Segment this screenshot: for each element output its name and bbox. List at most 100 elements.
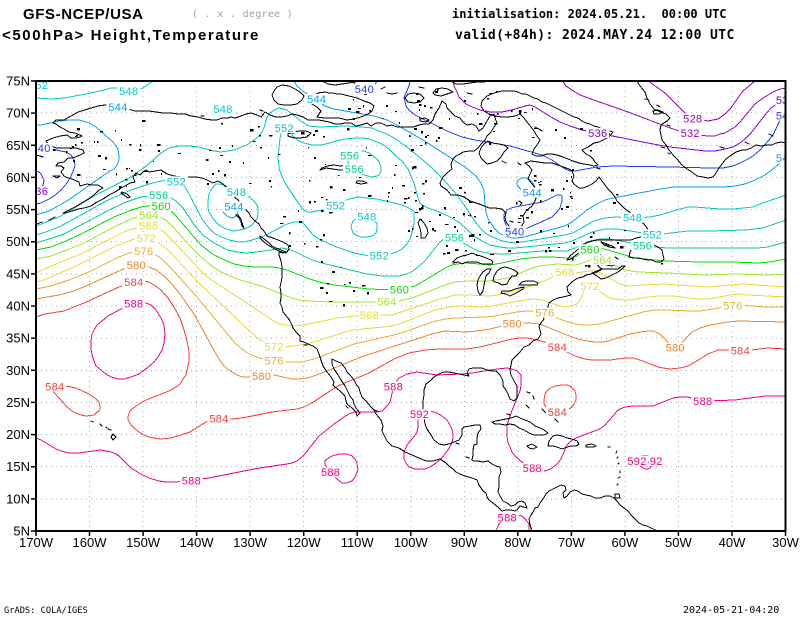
contour-label-text: 544 (224, 202, 243, 214)
contour-label: 564 (137, 210, 161, 222)
contour-label: 544 (520, 187, 544, 200)
contour-label-mask (586, 128, 610, 138)
coastline-haida-gwaii (235, 214, 245, 229)
contour-line-588 (36, 367, 786, 483)
x-axis-label: 160W (73, 535, 108, 550)
contour-label: 540 (352, 84, 376, 96)
coastline-lake-superior (452, 252, 494, 265)
x-axis-label: 40W (719, 535, 746, 550)
contour-label-text: 584 (209, 414, 228, 426)
coastline-lake-winnipeg (417, 218, 429, 239)
contour-label-mask (122, 298, 146, 309)
x-axis-label: 90W (451, 535, 478, 550)
contour-label: 572 (262, 341, 286, 354)
contour-label-text: 556 (340, 151, 359, 163)
contour-label-mask (375, 296, 399, 307)
contour-label-mask (262, 355, 286, 366)
coastline-lake-huron (492, 266, 519, 286)
contour-label-text: 552 (643, 230, 662, 242)
contour-label-text: 548 (227, 187, 246, 199)
y-axis-label: 55N (6, 202, 30, 217)
contour-label-mask (625, 456, 649, 466)
contour-label-mask (179, 475, 203, 486)
contour-label-mask (774, 94, 786, 105)
coastline-banks (271, 84, 305, 106)
contour-label-text: 584 (548, 407, 567, 419)
y-axis-label: 75N (6, 74, 30, 89)
contour-label-mask (578, 244, 602, 255)
contour-label-text: 540 (776, 111, 795, 123)
coastline-jamaica (526, 443, 538, 450)
coastline-puerto-rico (585, 443, 597, 448)
contour-label-mask (147, 189, 171, 200)
contour-label: 580 (250, 371, 274, 383)
contour-label: 556 (631, 240, 655, 252)
contour-line-544 (36, 119, 120, 216)
contour-label-text: 568 (360, 310, 379, 322)
coastline-lake-athabasca (355, 180, 368, 185)
contour-label-mask (443, 232, 467, 243)
resolution-note: ( . x . degree ) (192, 9, 294, 20)
contour-label-mask (132, 246, 156, 257)
coastline-cuba (491, 415, 549, 436)
contour-label-text: 548 (357, 212, 376, 224)
contour-label-mask (338, 150, 362, 161)
contour-label: 580 (500, 318, 524, 330)
contour-line-536 (452, 81, 786, 152)
contour-label-mask (408, 409, 431, 420)
contour-label: 552 (272, 123, 296, 135)
contour-label: 560 (578, 244, 602, 256)
contour-label: 584 (43, 381, 67, 393)
contour-label: 552 (164, 176, 188, 188)
contour-label-mask (367, 250, 391, 261)
contour-label-text: 552 (370, 250, 389, 262)
contour-label: 588 (179, 475, 203, 487)
contour-label-text: 592 (627, 456, 646, 468)
contour-label-mask (721, 300, 745, 311)
y-axis-label: 70N (6, 106, 30, 121)
y-axis-label: 60N (6, 170, 30, 185)
contour-line-548 (207, 183, 259, 232)
contour-label: 548 (621, 212, 645, 225)
contour-label-mask (663, 342, 687, 353)
y-axis-label: 20N (6, 427, 30, 442)
coastline-north-america-mainland (45, 100, 649, 512)
y-axis-labels: 75N 70N 65N 60N 55N 50N 45N 40N 35N 30N 25N 20N 15N 1… (6, 74, 30, 539)
contour-label-text: 588 (321, 467, 340, 479)
contour-label: 548 (117, 86, 141, 98)
coastline-vancouver-is (259, 235, 287, 254)
field-title: <500hPa> Height,Temperature (2, 27, 261, 44)
initialisation-time: initialisation: 2024.05.21. 00:00 UTC (452, 7, 727, 21)
y-axis-label: 15N (6, 459, 30, 474)
contour-label: 556 (338, 150, 362, 163)
contour-label-text: 552 (275, 123, 294, 135)
contour-label-text: 564 (593, 255, 612, 267)
contour-label-mask (149, 201, 173, 212)
contour-label-text: 540 (31, 143, 50, 155)
contour-label: 536 (36, 186, 50, 198)
land-speckles (53, 89, 663, 313)
coastline-lake-ontario (518, 280, 539, 286)
contour-label-text: 536 (588, 128, 607, 140)
contour-line-540 (36, 146, 76, 205)
contour-label-mask (503, 226, 527, 237)
coastline-small-islands (36, 86, 774, 499)
contour-label: 576 (262, 355, 286, 368)
contour-label-text: 588 (124, 299, 143, 311)
coastline-lake-erie (500, 286, 525, 297)
contour-label-text: 556 (149, 190, 168, 202)
contour-label-mask (117, 86, 141, 96)
contour-line-588 (90, 301, 166, 380)
contour-label-text: 572 (580, 281, 599, 293)
contour-label: 588 (691, 396, 715, 408)
contour-label-text: 580 (503, 318, 522, 330)
contour-label: 552 (324, 200, 348, 212)
contour-label: 544 (106, 102, 130, 114)
contour-line-544 (293, 81, 786, 239)
contour-label: 536 (774, 94, 786, 107)
contour-label-mask (545, 406, 569, 417)
contour-label-mask (43, 381, 67, 392)
